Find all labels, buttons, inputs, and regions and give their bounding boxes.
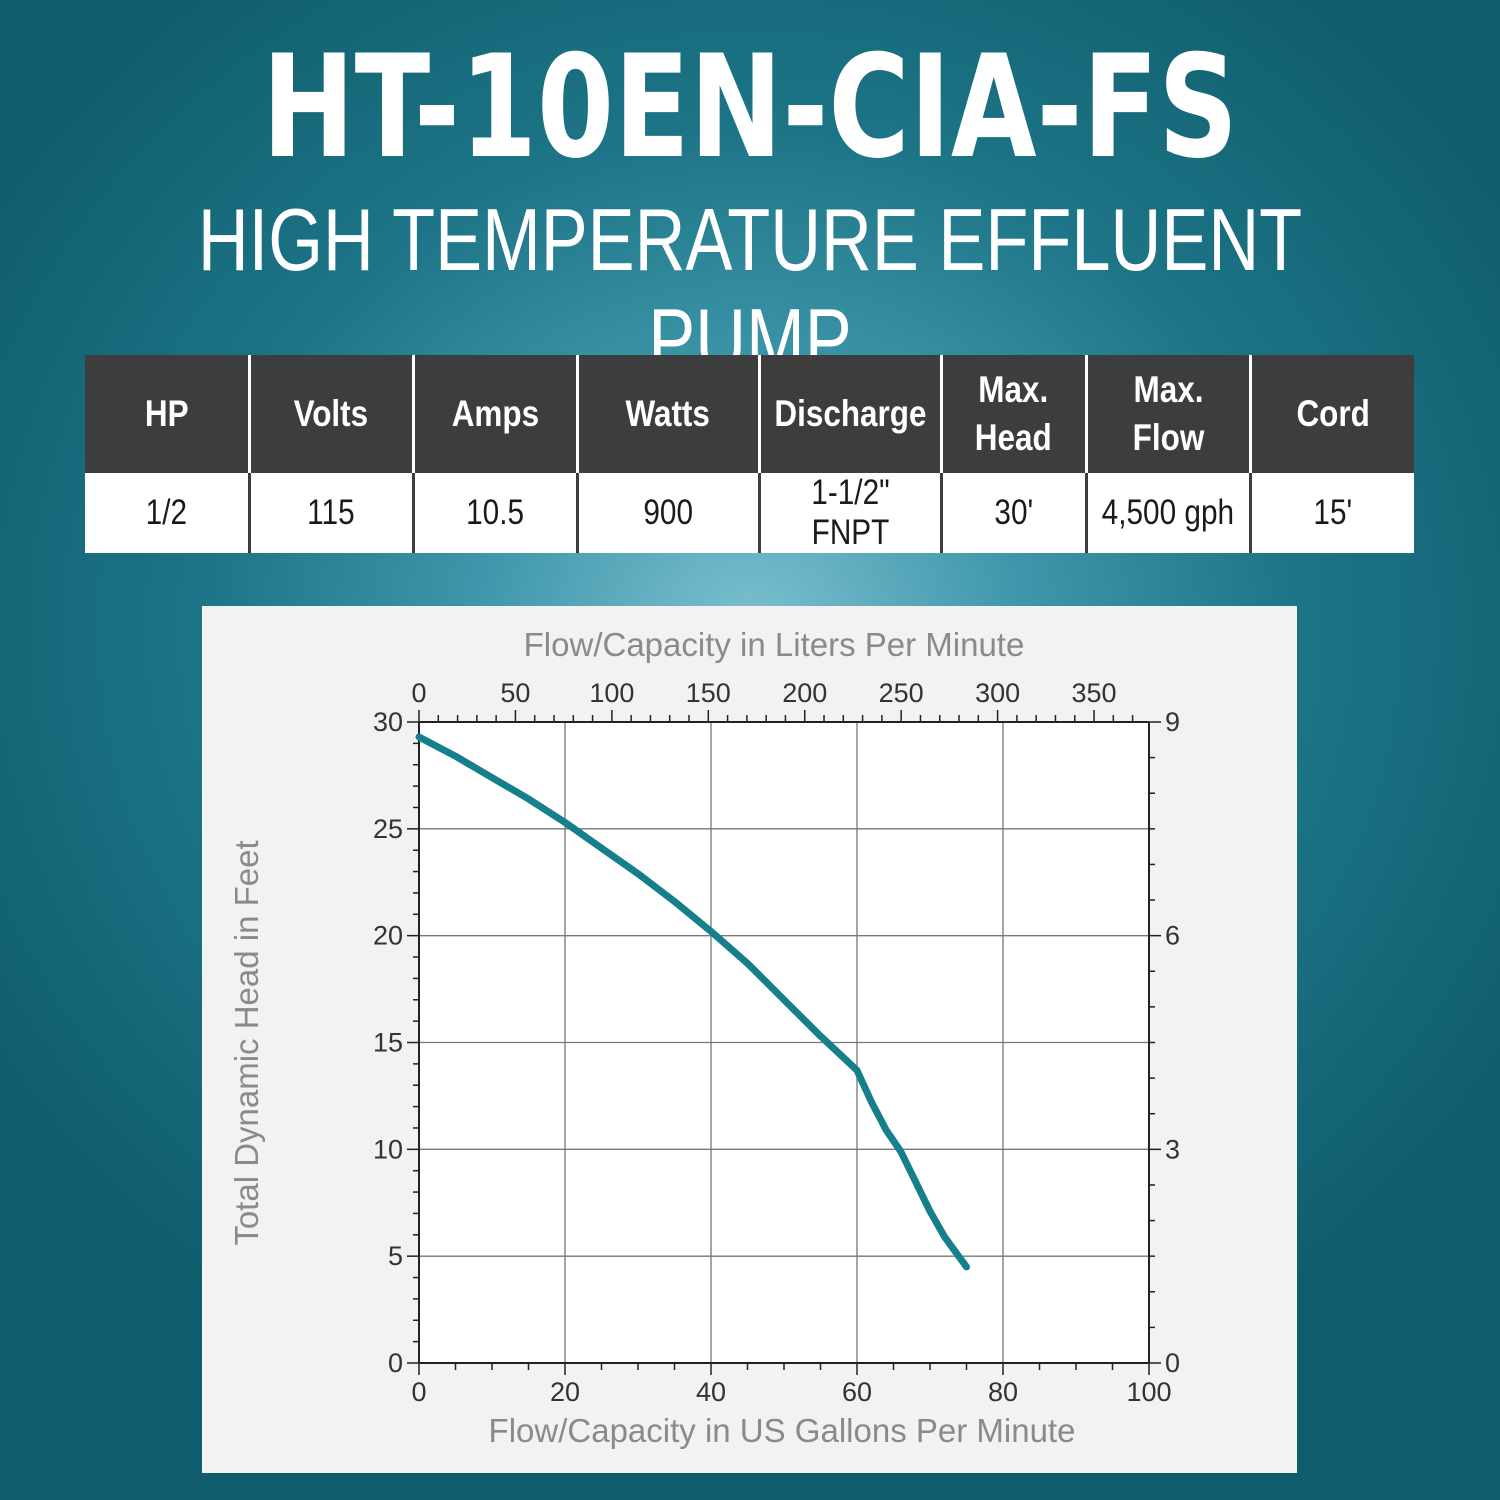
- spec-value-cord: 15': [1248, 473, 1414, 553]
- y-tick-label: 20: [373, 921, 403, 951]
- x2-tick-label: 350: [1072, 678, 1117, 708]
- y2-tick-label: 6: [1165, 921, 1180, 951]
- x2-tick-label: 150: [686, 678, 731, 708]
- spec-header-volts: Volts: [247, 355, 415, 473]
- spec-value-max-head: 30': [939, 473, 1088, 553]
- product-subtitle: HIGH TEMPERATURE EFFLUENT PUMP: [197, 190, 1303, 389]
- x-tick-label: 100: [1126, 1377, 1171, 1407]
- spec-header-watts: Watts: [575, 355, 761, 473]
- y-tick-label: 30: [373, 707, 403, 737]
- y-tick-label: 0: [388, 1348, 403, 1378]
- pump-curve-line: [415, 733, 970, 1271]
- spec-value-watts: 900: [575, 473, 761, 553]
- spec-header-cord: Cord: [1248, 355, 1414, 473]
- x2-axis-title: Flow/Capacity in Liters Per Minute: [524, 626, 1025, 663]
- spec-header-max-flow: Max. Flow: [1084, 355, 1252, 473]
- x-tick-label: 80: [988, 1377, 1018, 1407]
- x-tick-label: 20: [550, 1377, 580, 1407]
- spec-value-hp: 1/2: [85, 473, 251, 553]
- x2-tick-label: 0: [411, 678, 426, 708]
- spec-value-discharge: 1-1/2" FNPT: [757, 473, 943, 553]
- y-tick-label: 5: [388, 1241, 403, 1271]
- model-title: HT-10EN-CIA-FS: [261, 25, 1239, 190]
- x2-tick-label: 250: [879, 678, 924, 708]
- spec-value-row: 1/2 115 10.5 900 1-1/2" FNPT 30' 4,500 g…: [85, 473, 1414, 553]
- x-tick-label: 40: [696, 1377, 726, 1407]
- x2-tick-label: 100: [589, 678, 634, 708]
- chart-svg: Flow/Capacity in Liters Per Minute Flow/…: [228, 626, 1180, 1449]
- spec-header-row: HP Volts Amps Watts Discharge Max. Head …: [85, 355, 1414, 473]
- x-tick-label: 0: [411, 1377, 426, 1407]
- x2-tick-label: 300: [975, 678, 1020, 708]
- spec-header-hp: HP: [85, 355, 251, 473]
- x-tick-label: 60: [842, 1377, 872, 1407]
- x2-tick-label: 200: [782, 678, 827, 708]
- pump-curve-chart: Flow/Capacity in Liters Per Minute Flow/…: [202, 606, 1297, 1473]
- y2-tick-label: 9: [1165, 707, 1180, 737]
- y2-tick-label: 3: [1165, 1134, 1180, 1164]
- y-tick-label: 15: [373, 1028, 403, 1058]
- spec-value-volts: 115: [247, 473, 415, 553]
- spec-value-max-flow: 4,500 gph: [1084, 473, 1252, 553]
- y2-tick-label: 0: [1165, 1348, 1180, 1378]
- spec-table: HP Volts Amps Watts Discharge Max. Head …: [85, 355, 1414, 553]
- spec-header-max-head: Max. Head: [939, 355, 1088, 473]
- y-tick-label: 25: [373, 814, 403, 844]
- x-axis-title: Flow/Capacity in US Gallons Per Minute: [489, 1412, 1076, 1449]
- y-axis-title: Total Dynamic Head in Feet: [228, 840, 265, 1245]
- y-tick-label: 10: [373, 1134, 403, 1164]
- spec-value-amps: 10.5: [411, 473, 579, 553]
- spec-header-amps: Amps: [411, 355, 579, 473]
- x2-tick-label: 50: [500, 678, 530, 708]
- spec-header-discharge: Discharge: [757, 355, 943, 473]
